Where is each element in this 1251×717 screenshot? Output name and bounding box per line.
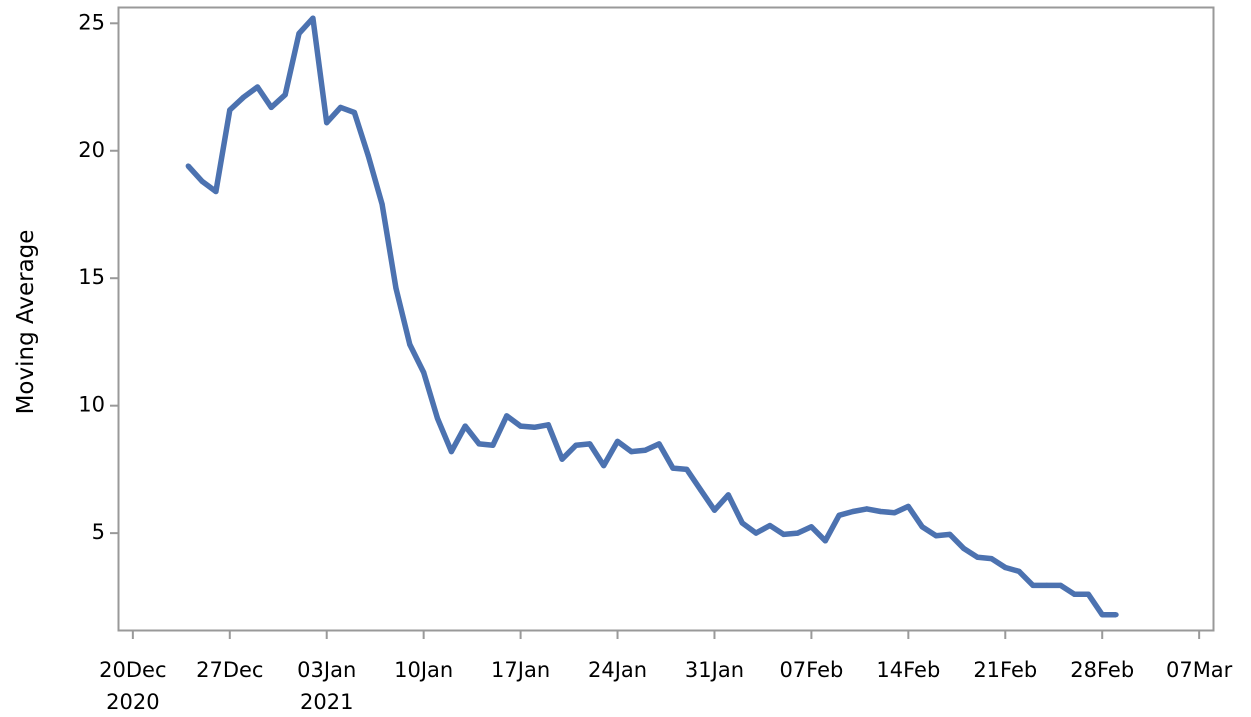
data-point: [1058, 582, 1064, 589]
data-point: [795, 530, 801, 536]
data-point: [711, 507, 718, 513]
data-point: [462, 423, 468, 429]
y-tick-label: 10: [78, 393, 105, 417]
data-point: [1016, 568, 1022, 575]
data-point: [338, 104, 344, 110]
data-point: [905, 503, 911, 509]
data-point: [351, 109, 357, 116]
x-tick-label: 21Feb: [973, 658, 1037, 682]
data-point: [421, 369, 427, 376]
data-point: [490, 442, 496, 448]
y-axis-title: Moving Average: [13, 230, 39, 415]
data-point: [614, 438, 621, 444]
x-tick-label: 17Jan: [491, 658, 550, 682]
data-point: [296, 30, 302, 37]
data-point: [254, 84, 261, 90]
x-tick-year-label: 2020: [106, 690, 159, 714]
data-point: [282, 92, 288, 98]
data-point: [573, 442, 579, 448]
y-tick-label: 20: [78, 138, 105, 162]
data-point: [324, 120, 330, 126]
data-point: [601, 463, 607, 469]
data-point: [241, 94, 247, 100]
data-point: [365, 153, 371, 159]
x-tick-label: 07Feb: [779, 658, 843, 682]
data-point: [476, 441, 482, 447]
data-point: [1030, 582, 1036, 589]
data-point: [781, 531, 787, 538]
x-tick-label: 20Dec: [99, 658, 166, 682]
data-point: [199, 178, 205, 184]
data-point: [448, 449, 454, 455]
data-point: [379, 201, 385, 207]
data-point: [891, 510, 898, 516]
x-tick-label: 07Mar: [1166, 658, 1233, 682]
data-point: [434, 415, 441, 421]
data-point: [961, 545, 967, 552]
data-point: [227, 107, 233, 113]
data-point: [836, 512, 842, 518]
series-layer: [185, 15, 1119, 618]
data-point: [587, 441, 593, 447]
data-point: [850, 508, 856, 515]
data-point: [545, 422, 551, 428]
x-tick-year-label: 2021: [300, 690, 353, 714]
x-tick-label: 03Jan: [297, 658, 356, 682]
data-point: [878, 508, 884, 515]
data-point: [822, 538, 828, 544]
x-tick-label: 24Jan: [588, 658, 647, 682]
data-point: [268, 104, 274, 110]
data-point: [739, 520, 745, 526]
data-point: [407, 341, 413, 348]
x-tick-label: 27Dec: [196, 658, 263, 682]
data-point: [698, 487, 704, 493]
data-point: [1113, 612, 1119, 618]
data-point: [988, 556, 995, 562]
data-point: [518, 423, 524, 429]
data-point: [767, 522, 773, 529]
data-point: [504, 413, 510, 419]
data-point: [213, 188, 219, 195]
x-tick-label: 10Jan: [394, 658, 453, 682]
x-tick-label: 28Feb: [1070, 658, 1134, 682]
data-point: [642, 447, 648, 453]
data-point: [1085, 591, 1091, 597]
data-point: [1071, 591, 1078, 597]
data-point: [808, 524, 815, 530]
data-point: [864, 506, 870, 512]
y-tick-label: 5: [92, 520, 105, 544]
y-axis: 5 10 15 20 25: [78, 10, 119, 544]
data-point: [753, 530, 759, 536]
y-tick-label: 15: [78, 265, 105, 289]
data-point: [684, 466, 690, 472]
data-point: [185, 163, 191, 169]
data-point: [933, 533, 939, 539]
x-tick-label: 31Jan: [685, 658, 744, 682]
data-point: [628, 449, 635, 455]
data-point: [975, 554, 981, 560]
data-point: [393, 285, 399, 291]
x-tick-label: 14Feb: [876, 658, 940, 682]
data-point: [947, 531, 953, 538]
data-point: [559, 456, 565, 462]
data-point: [670, 465, 676, 471]
plot-frame: [117, 6, 1215, 632]
data-point: [310, 15, 316, 21]
data-point: [919, 524, 925, 530]
x-axis: 20Dec 2020 27Dec 03Jan 2021 10Jan 17Jan 24Jan 31…: [99, 630, 1233, 714]
series-line: [186, 15, 1117, 618]
data-point: [656, 441, 662, 447]
y-tick-label: 25: [78, 10, 105, 34]
data-point: [725, 492, 731, 498]
data-point: [1002, 564, 1008, 571]
data-point: [531, 424, 538, 430]
data-point: [1044, 582, 1050, 589]
data-point: [1099, 612, 1105, 618]
